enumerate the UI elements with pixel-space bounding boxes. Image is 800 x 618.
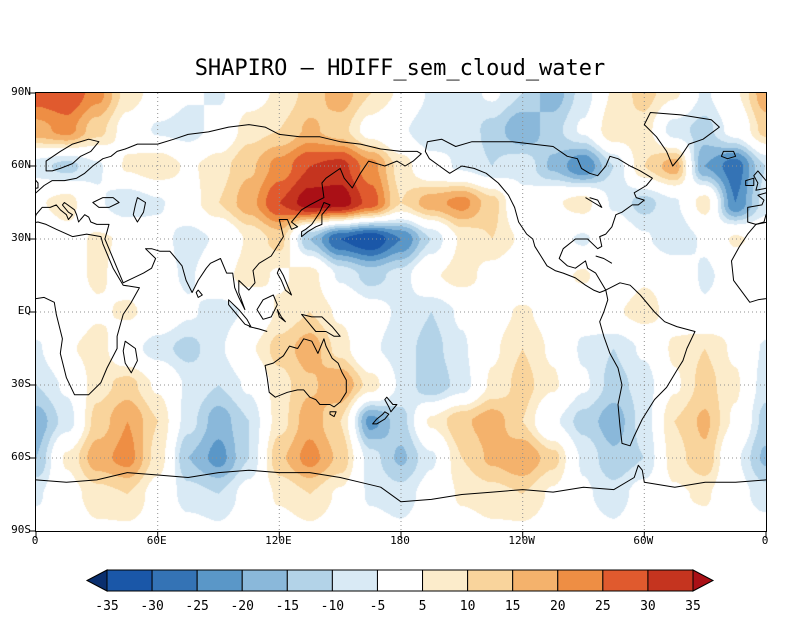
colorbar-label: -5 <box>370 599 386 614</box>
axis-ticks <box>29 92 767 538</box>
map-plot-area <box>29 92 767 538</box>
colorbar-segment <box>602 569 649 592</box>
colorbar-segment <box>196 569 243 592</box>
colorbar-left-arrow <box>85 569 108 592</box>
chart-title: SHAPIRO — HDIFF_sem_cloud_water <box>194 56 606 81</box>
lat-label: 60S <box>11 450 31 463</box>
lon-label: 180 <box>390 534 410 547</box>
lon-label: 60W <box>633 534 654 547</box>
colorbar-right-arrow <box>692 569 715 592</box>
colorbar-label: 30 <box>640 599 656 614</box>
colorbar: -35 -30 -25 -20 -15 -10 -5 5 10 15 20 25 30 35 <box>85 569 715 614</box>
colorbar-segment <box>286 569 333 592</box>
lon-label: 60E <box>146 534 167 547</box>
lat-label: 90N <box>11 85 31 98</box>
coastlines <box>36 112 766 503</box>
colorbar-label: 35 <box>685 599 701 614</box>
colorbar-label: -25 <box>185 599 208 614</box>
colorbar-segment <box>241 569 288 592</box>
lon-label: 120E <box>265 534 292 547</box>
colorbar-segment <box>557 569 604 592</box>
lat-label: EQ <box>17 304 31 317</box>
lat-label: 90S <box>11 523 31 536</box>
gridlines <box>36 93 766 531</box>
colorbar-segment <box>422 569 469 592</box>
lon-label: 120W <box>508 534 535 547</box>
colorbar-label: -35 <box>95 599 118 614</box>
map-overlay <box>29 92 767 538</box>
colorbar-label: 25 <box>595 599 611 614</box>
colorbar-label: 10 <box>460 599 476 614</box>
colorbar-segment <box>376 569 424 592</box>
lon-label: 0 <box>31 534 39 547</box>
colorbar-label: -15 <box>276 599 299 614</box>
lat-label: 30N <box>11 231 31 244</box>
colorbar-label: -10 <box>321 599 344 614</box>
colorbar-segment <box>647 569 694 592</box>
colorbar-segment <box>512 569 559 592</box>
colorbar-label: 20 <box>550 599 566 614</box>
colorbar-segment <box>331 569 378 592</box>
colorbar-label: -30 <box>140 599 163 614</box>
colorbar-segment <box>106 569 153 592</box>
colorbar-segment <box>467 569 514 592</box>
lat-label: 60N <box>11 158 31 171</box>
lat-label: 30S <box>11 377 31 390</box>
colorbar-segment <box>151 569 198 592</box>
colorbar-label: 15 <box>505 599 521 614</box>
colorbar-label: 5 <box>419 599 427 614</box>
colorbar-label: -20 <box>230 599 253 614</box>
lon-label: 0 <box>761 534 769 547</box>
